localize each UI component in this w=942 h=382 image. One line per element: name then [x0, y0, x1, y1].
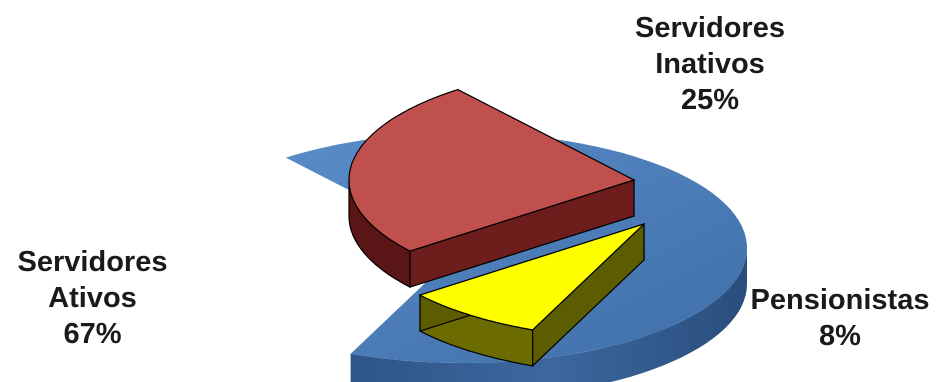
slice-label-servidores-inativos: Servidores Inativos 25%	[610, 10, 810, 118]
slice-value-label: 25%	[680, 84, 740, 116]
pie-slice-top	[418, 223, 645, 331]
slice-label-line1: Servidores	[17, 246, 168, 278]
slice-value-label: 67%	[63, 318, 122, 350]
slice-label-line2: Ativos	[48, 282, 137, 314]
pie-slice-top	[348, 88, 636, 252]
slice-label-line2: Inativos	[655, 48, 765, 80]
slice-label-pensionistas: Pensionistas 8%	[740, 282, 940, 354]
pie-slice-servidores-inativos	[348, 88, 636, 289]
slice-label-line1: Servidores	[635, 12, 785, 44]
pie-slice-pensionistas	[418, 222, 645, 368]
slice-label-line1: Pensionistas	[750, 284, 930, 316]
slice-value-label: 8%	[819, 320, 861, 352]
pie-slice-side	[350, 248, 747, 382]
slice-label-servidores-ativos: Servidores Ativos 67%	[0, 244, 185, 352]
